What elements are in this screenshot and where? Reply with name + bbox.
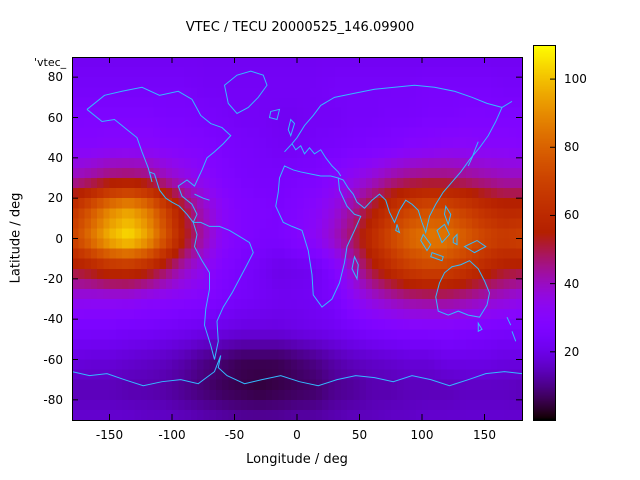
x-tick-label: 150	[473, 428, 496, 442]
x-tick-label: 0	[293, 428, 301, 442]
y-tick-label: -40	[43, 312, 63, 327]
y-tick-label: -80	[43, 392, 63, 407]
colorbar-tick-label: 80	[564, 140, 580, 155]
colorbar-tick-label: 100	[564, 72, 587, 87]
x-tick-label: 100	[410, 428, 434, 442]
colorbar-tick-label: 60	[564, 208, 580, 223]
y-tick-label: -20	[43, 271, 63, 286]
y-tick-label: 40	[47, 150, 63, 165]
key-label: 'vtec_	[34, 56, 67, 69]
colorbar-tick-label: 40	[564, 276, 580, 291]
x-tick-label: -150	[95, 428, 124, 442]
y-axis-label: Latitude / deg	[8, 192, 24, 284]
y-tick-label: 80	[47, 70, 63, 85]
y-tick-label: 20	[47, 191, 63, 206]
x-tick-label: -50	[224, 428, 245, 442]
x-tick-label: 50	[351, 428, 368, 442]
x-tick-label: -100	[158, 428, 186, 442]
colorbar-gradient	[533, 45, 555, 420]
plot-title: VTEC / TECU 20000525_146.09900	[185, 20, 415, 35]
tec-heatmap-canvas	[72, 57, 522, 420]
y-tick-label: -60	[43, 352, 63, 367]
y-tick-label: 60	[47, 110, 63, 125]
x-axis-label: Longitude / deg	[246, 452, 348, 467]
colorbar-tick-label: 20	[564, 344, 580, 359]
y-tick-label: 0	[55, 231, 63, 246]
